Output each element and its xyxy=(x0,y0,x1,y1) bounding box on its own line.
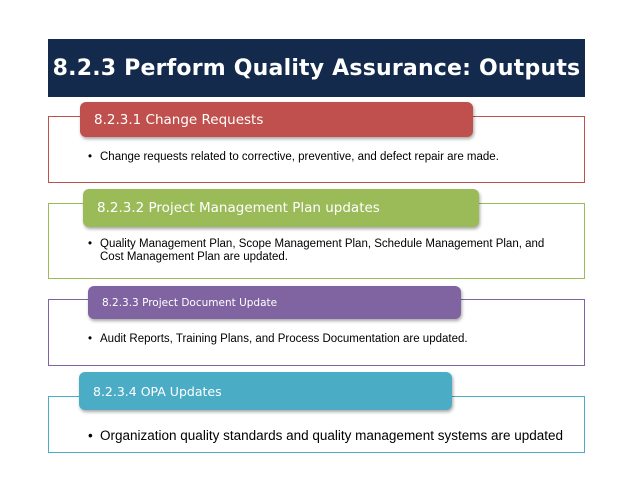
bullet-text: Organization quality standards and quali… xyxy=(100,428,564,443)
bullet-dot: • xyxy=(88,333,93,345)
section-bullet-change-requests: • Change requests related to corrective,… xyxy=(88,151,568,164)
section-bullet-project-management-plan: • Quality Management Plan, Scope Managem… xyxy=(88,238,558,264)
bullet-dot: • xyxy=(88,151,93,163)
page-title: 8.2.3 Perform Quality Assurance: Outputs xyxy=(48,39,585,97)
section-bullet-opa-updates: • Organization quality standards and qua… xyxy=(88,428,578,444)
bullet-text: Change requests related to corrective, p… xyxy=(100,151,499,163)
section-heading-opa-updates: 8.2.3.4 OPA Updates xyxy=(79,372,452,410)
bullet-text: Quality Management Plan, Scope Managemen… xyxy=(100,238,545,263)
section-heading-project-management-plan: 8.2.3.2 Project Management Plan updates xyxy=(83,189,479,227)
section-bullet-project-document-update: • Audit Reports, Training Plans, and Pro… xyxy=(88,333,568,346)
bullet-dot: • xyxy=(88,428,93,443)
bullet-text: Audit Reports, Training Plans, and Proce… xyxy=(100,333,468,345)
bullet-dot: • xyxy=(88,238,93,250)
section-heading-project-document-update: 8.2.3.3 Project Document Update xyxy=(88,286,461,319)
section-heading-change-requests: 8.2.3.1 Change Requests xyxy=(80,102,473,137)
